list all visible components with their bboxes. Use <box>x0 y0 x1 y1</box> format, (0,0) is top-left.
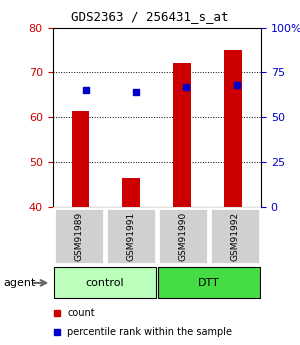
Bar <box>158 267 260 298</box>
Text: percentile rank within the sample: percentile rank within the sample <box>67 327 232 337</box>
Text: control: control <box>85 278 124 288</box>
Text: GSM91992: GSM91992 <box>230 212 239 261</box>
Text: GDS2363 / 256431_s_at: GDS2363 / 256431_s_at <box>71 10 229 23</box>
Bar <box>173 63 191 207</box>
Text: count: count <box>67 308 95 318</box>
Text: agent: agent <box>3 278 35 288</box>
Bar <box>72 110 89 207</box>
Bar <box>122 178 140 207</box>
Bar <box>224 50 242 207</box>
Bar <box>210 208 260 265</box>
Bar <box>158 208 208 265</box>
Bar <box>53 267 156 298</box>
Bar <box>106 208 156 265</box>
Text: GSM91990: GSM91990 <box>178 212 187 261</box>
Text: DTT: DTT <box>198 278 220 288</box>
Text: GSM91989: GSM91989 <box>74 212 83 261</box>
Bar <box>53 208 104 265</box>
Text: GSM91991: GSM91991 <box>126 212 135 261</box>
